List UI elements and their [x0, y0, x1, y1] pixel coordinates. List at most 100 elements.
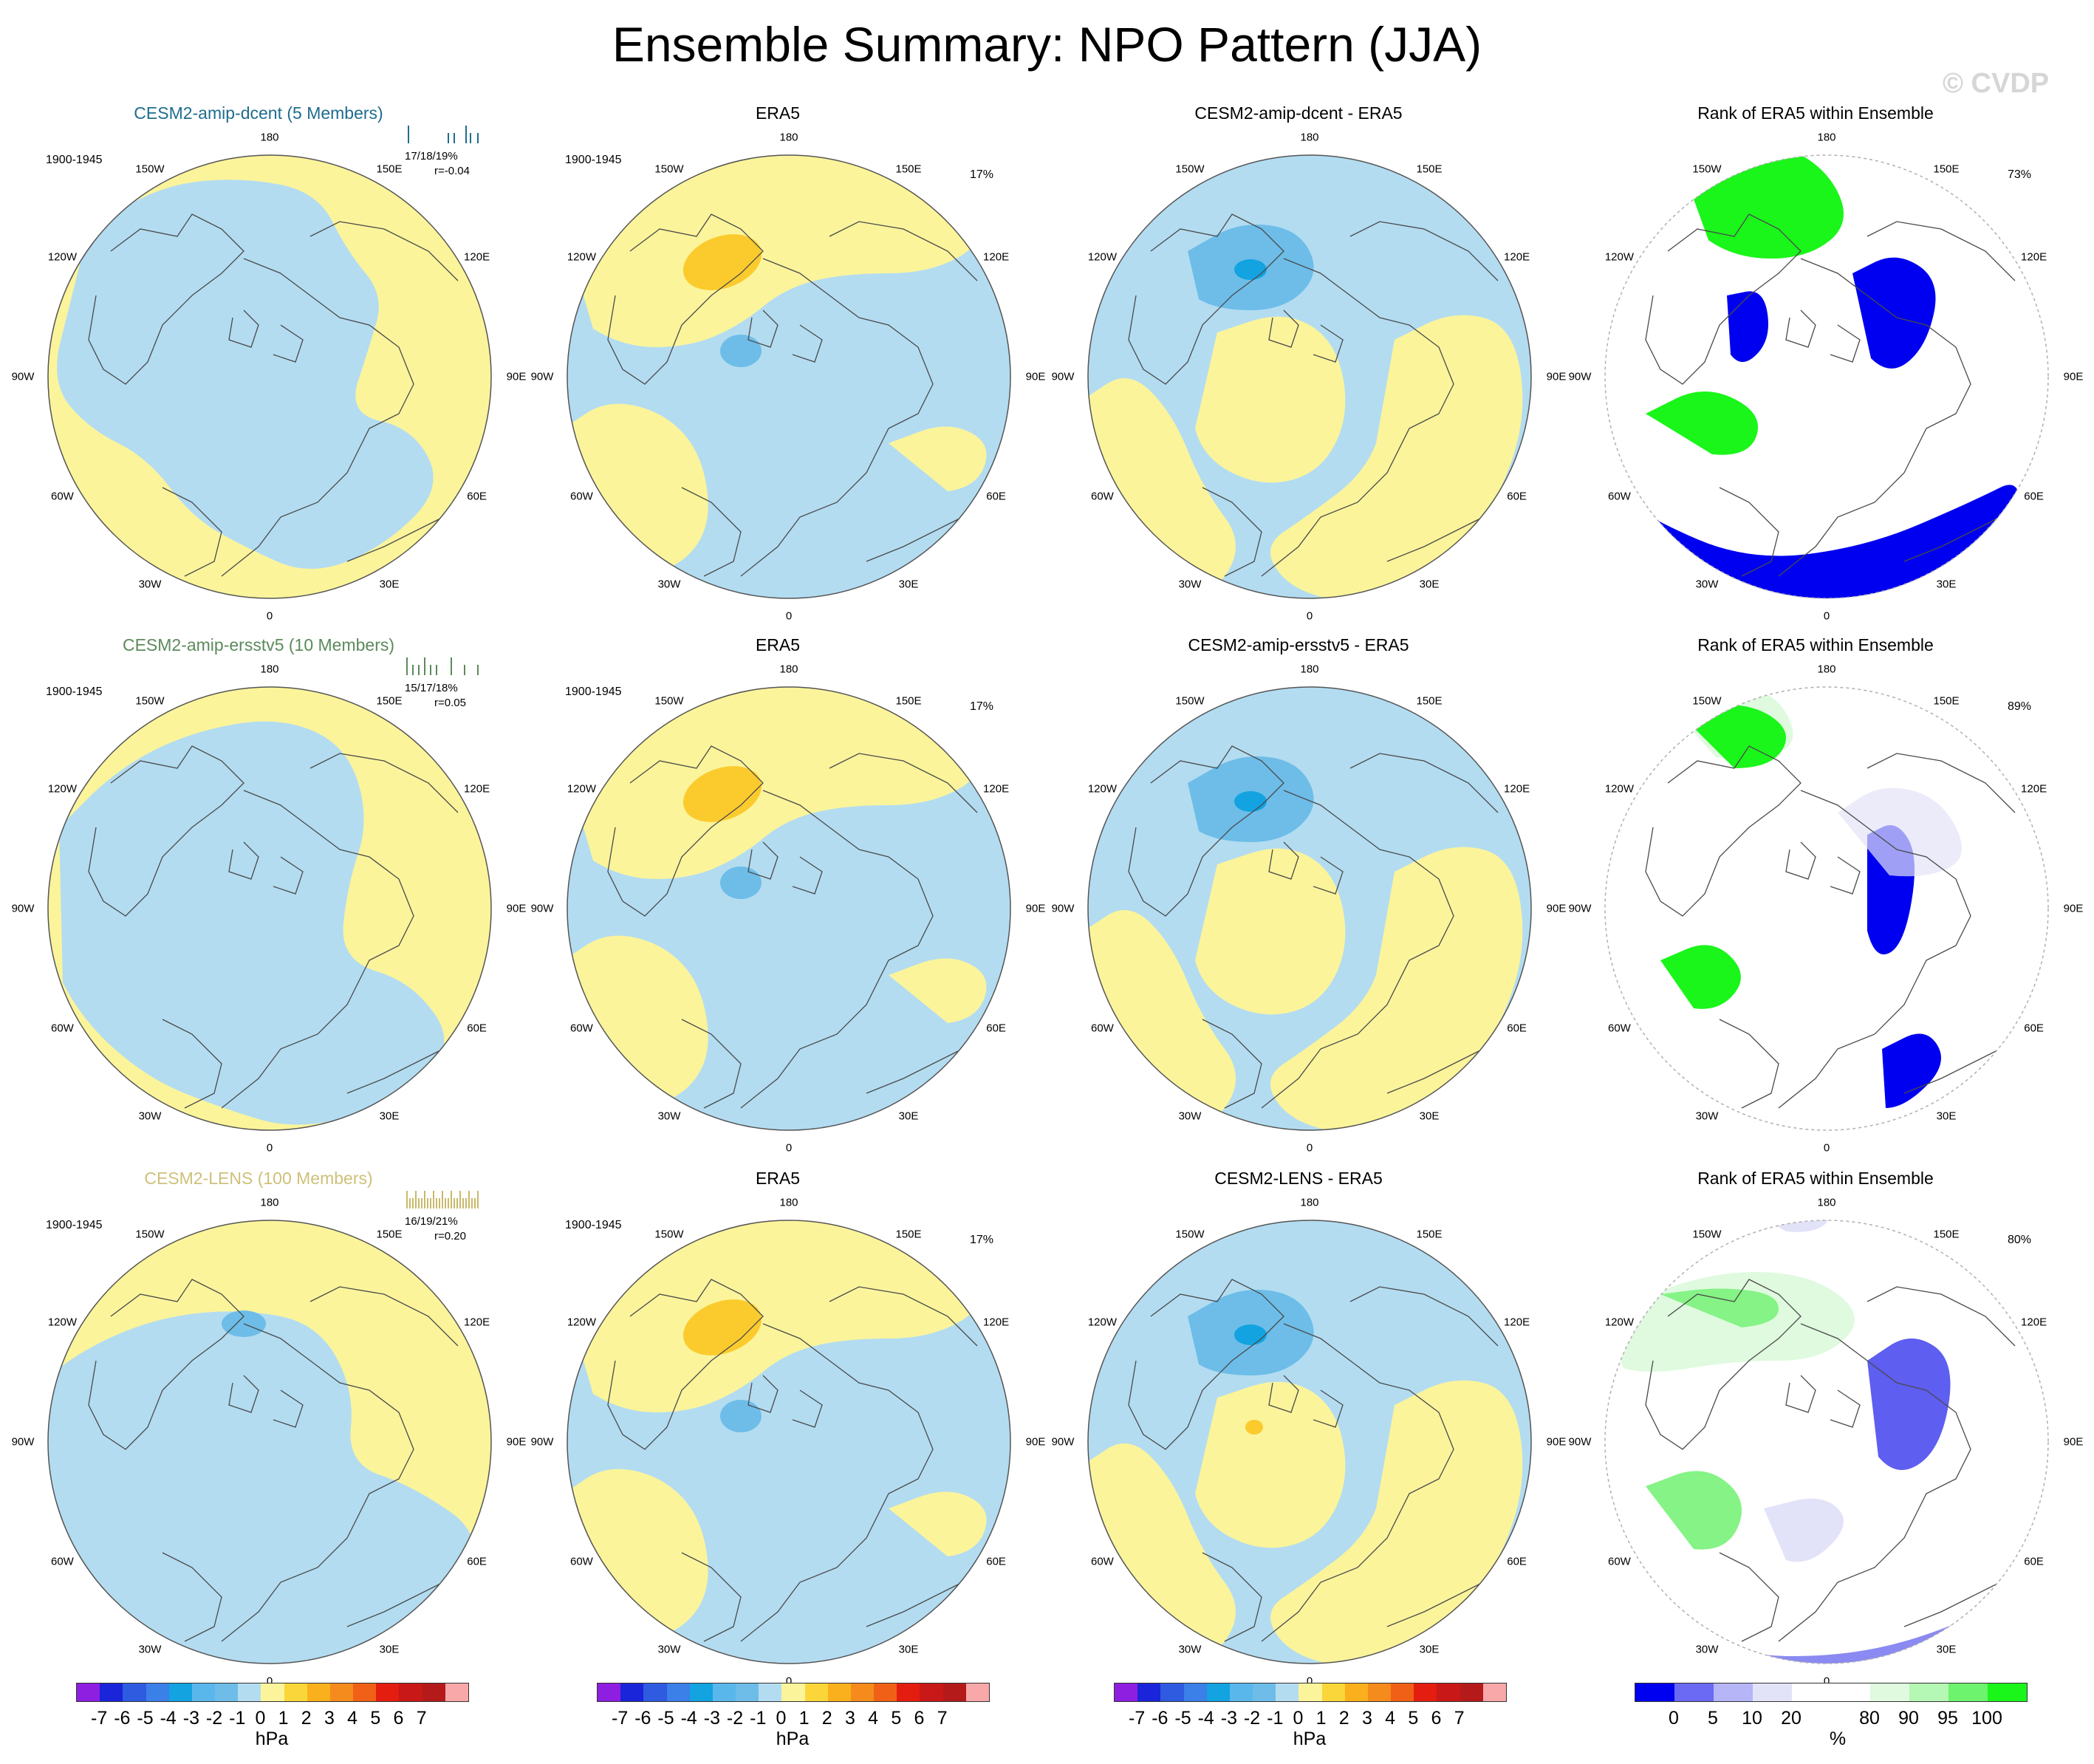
- map-field: [567, 687, 1010, 1130]
- map-field: [1088, 155, 1531, 598]
- longitude-label: 150E: [1933, 163, 1960, 176]
- colorbar-tick-label: -6: [1152, 1708, 1169, 1729]
- colorbar-tick-label: -6: [114, 1708, 131, 1729]
- longitude-label: 150W: [1175, 163, 1205, 176]
- coastline: [309, 221, 459, 281]
- colorbar-swatches: [1114, 1683, 1507, 1702]
- coastline: [1903, 516, 2001, 562]
- colorbar-tick-label: 2: [301, 1708, 312, 1729]
- longitude-label: 120E: [1504, 250, 1530, 264]
- colorbar-swatch: [1367, 1683, 1392, 1701]
- colorbar-tick-label: -2: [726, 1708, 744, 1729]
- positive-region: [889, 426, 987, 491]
- colorbar-swatch: [1229, 1683, 1253, 1701]
- coastline: [1202, 1552, 1262, 1642]
- colorbar-swatch: [920, 1683, 943, 1701]
- longitude-label: 180: [260, 131, 279, 144]
- member-tick: [454, 133, 455, 143]
- member-tick: [415, 1191, 417, 1209]
- rank-low-light: [1705, 1220, 1832, 1232]
- colorbar-tick-label: -5: [657, 1708, 674, 1729]
- panel-title: ERA5: [755, 635, 801, 654]
- page-title: Ensemble Summary: NPO Pattern (JJA): [612, 17, 1482, 72]
- coastline: [221, 258, 414, 577]
- period-label: 1900-1945: [46, 1219, 103, 1231]
- map-boundary: [567, 1220, 1011, 1664]
- negative-region: [59, 721, 445, 1125]
- coastline: [607, 745, 764, 917]
- map-boundary: [1604, 686, 2049, 1131]
- longitude-label: 180: [260, 1196, 279, 1209]
- colorbar-rank: 0 5 10 20 80 90 95 100%: [1635, 1683, 2028, 1764]
- coastline: [1903, 1582, 2001, 1627]
- model-stats: 16/19/21% r=0.20: [405, 1214, 466, 1244]
- map-panel-rank: Rank of ERA5 within Ensemble 180 150E 120E 9…: [1557, 635, 2084, 1182]
- colorbar-swatch: [1183, 1683, 1207, 1701]
- coastline: [1386, 516, 1484, 562]
- map-panel-diff: CESM2-LENS - ERA5 180 150E 120E 90E 60E 30E 0 30…: [1040, 1169, 1567, 1715]
- colorbar-tick-label: 6: [914, 1708, 925, 1729]
- map-field: [1605, 1220, 2048, 1664]
- longitude-label: 30W: [657, 1110, 681, 1123]
- rank-low-light: [1838, 787, 1962, 877]
- colorbar-tick-label: 10: [1742, 1708, 1762, 1729]
- longitude-label: 90E: [1546, 370, 1567, 383]
- colorbar-swatch: [1253, 1683, 1276, 1701]
- colorbar-tick-label: -2: [205, 1708, 223, 1729]
- map-boundary: [47, 1220, 492, 1664]
- colorbar-swatch: [1391, 1683, 1414, 1701]
- colorbar-unit: hPa: [776, 1729, 810, 1749]
- longitude-label: 0: [266, 1141, 273, 1155]
- negative-max: [1234, 1324, 1267, 1345]
- polar-map: [567, 154, 1011, 599]
- member-tick: [464, 665, 465, 675]
- member-tick: [430, 665, 431, 675]
- coastline: [829, 1286, 978, 1347]
- coastline: [1719, 1019, 1779, 1109]
- colorbar-swatch: [643, 1683, 667, 1701]
- longitude-label: 150E: [376, 1228, 403, 1241]
- positive-region: [1195, 848, 1346, 1015]
- coastline: [681, 487, 742, 577]
- longitude-label: 180: [779, 1196, 798, 1209]
- coastline: [1313, 324, 1344, 363]
- map-field: [1605, 687, 2048, 1130]
- colorbar-tick-label: 2: [821, 1708, 832, 1729]
- coastline: [228, 310, 259, 348]
- coastline: [1202, 1019, 1262, 1109]
- polar-map: [47, 1220, 492, 1664]
- map-panel-obs: ERA5 180 150E 120E 90E 60E 30E 0 30W 60W 90W 120W 15…: [519, 1169, 1046, 1715]
- longitude-label: 120E: [464, 782, 490, 796]
- longitude-label: 60W: [1090, 490, 1114, 503]
- member-tick: [442, 1191, 443, 1209]
- colorbar-tick-label: -3: [1220, 1708, 1237, 1729]
- member-tick: [451, 1191, 452, 1209]
- colorbar-model: -7 -6 -5 -4 -3 -2 -1 0 1 2 3 4 5 6 7 hPa: [76, 1683, 469, 1764]
- longitude-label: 30E: [1419, 1643, 1440, 1656]
- model-stats: 15/17/18% r=0.05: [405, 681, 466, 711]
- colorbar-swatch: [123, 1683, 146, 1701]
- map-boundary: [47, 154, 492, 599]
- colorbar-swatch: [146, 1683, 169, 1701]
- colorbar-swatch: [238, 1683, 261, 1701]
- map-panel-model: CESM2-LENS (100 Members) 180 150E 120E 90E 60…: [0, 1169, 527, 1715]
- colorbar-tick-label: 4: [1385, 1708, 1396, 1729]
- longitude-label: 30W: [1178, 1643, 1202, 1656]
- longitude-label: 150W: [135, 1228, 165, 1241]
- negative-core: [720, 866, 762, 899]
- negative-max: [1234, 259, 1267, 280]
- period-label: 1900-1945: [565, 1219, 622, 1231]
- longitude-label: 180: [1300, 131, 1319, 144]
- ensemble-ticks: [405, 126, 479, 146]
- longitude-label: 90W: [530, 370, 554, 383]
- member-tick: [462, 1198, 464, 1209]
- member-tick: [445, 1198, 446, 1209]
- colorbar-swatch: [1909, 1683, 1948, 1701]
- colorbar-tick-label: -4: [680, 1708, 697, 1729]
- coastline: [1261, 790, 1454, 1109]
- longitude-label: 90W: [1568, 1435, 1592, 1449]
- member-tick: [448, 133, 449, 143]
- longitude-label: 0: [1306, 609, 1313, 623]
- colorbar-swatch: [850, 1683, 875, 1701]
- colorbar-swatch: [666, 1683, 690, 1701]
